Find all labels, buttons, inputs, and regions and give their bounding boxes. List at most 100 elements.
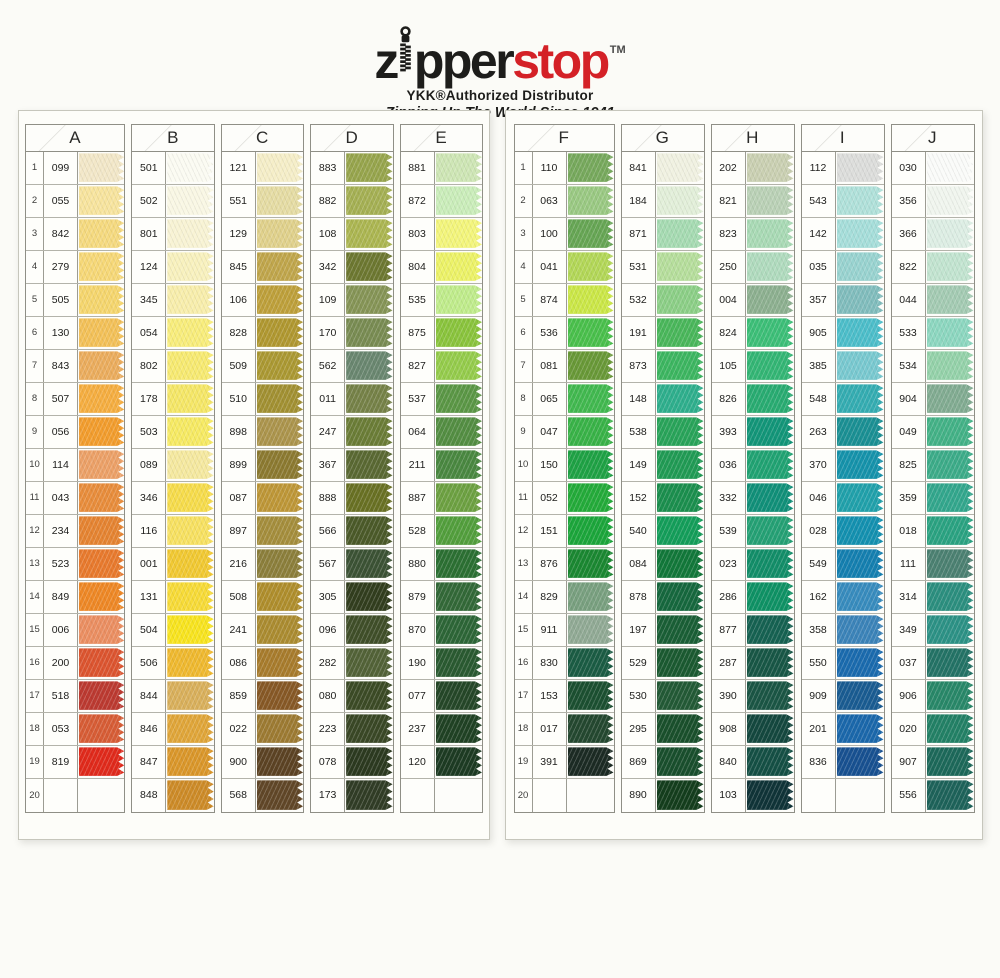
swatch-area: [925, 646, 974, 679]
color-swatch: [747, 747, 794, 776]
color-row-G19: 869: [621, 745, 704, 779]
row-number: 11: [514, 481, 533, 514]
color-row-B13: 001: [132, 547, 214, 581]
color-row-D3: 108: [311, 217, 393, 251]
color-swatch: [167, 318, 213, 347]
color-swatch: [568, 714, 614, 743]
swatch-area: [566, 646, 614, 679]
color-code: 011: [311, 382, 346, 415]
color-row-B12: 116: [132, 514, 214, 548]
color-code: 534: [891, 349, 926, 382]
color-code: 152: [621, 481, 656, 514]
swatch-area: [655, 283, 704, 316]
color-code: 536: [532, 316, 567, 349]
color-swatch: [927, 780, 974, 810]
swatch-area: [434, 382, 482, 415]
color-code: 875: [400, 316, 435, 349]
color-swatch: [257, 318, 303, 347]
swatch-area: [255, 448, 304, 481]
color-code: 836: [801, 745, 836, 778]
swatch-area: [434, 250, 482, 283]
row-number: 17: [514, 679, 533, 712]
color-code: 247: [311, 415, 346, 448]
swatch-area: [566, 250, 614, 283]
color-swatch: [927, 549, 974, 578]
swatch-area: [78, 250, 125, 283]
swatch-area: [835, 250, 884, 283]
color-code: 106: [221, 283, 256, 316]
swatch-area: [166, 250, 214, 283]
color-row-D8: 011: [311, 382, 393, 416]
color-code: 567: [311, 547, 346, 580]
color-code: 346: [132, 481, 167, 514]
color-code: 170: [311, 316, 346, 349]
color-row-D18: 223: [311, 712, 393, 746]
color-swatch: [747, 714, 794, 743]
color-code: 237: [400, 712, 435, 745]
color-code: 124: [132, 250, 167, 283]
swatch-area: [255, 415, 304, 448]
color-code: 121: [221, 151, 256, 184]
color-code: 533: [891, 316, 926, 349]
color-swatch: [837, 219, 884, 248]
color-row-E4: 804: [400, 250, 482, 284]
swatch-area: [566, 184, 614, 217]
color-code: 110: [532, 151, 567, 184]
color-code: 366: [891, 217, 926, 250]
swatch-area: [166, 382, 214, 415]
color-code: 055: [44, 184, 78, 217]
color-code: 898: [221, 415, 256, 448]
swatch-area: [434, 415, 482, 448]
color-swatch: [747, 186, 794, 215]
swatch-area: [255, 217, 304, 250]
swatch-area: [434, 778, 482, 812]
swatch-area: [835, 415, 884, 448]
color-swatch: [257, 252, 303, 281]
color-row-B19: 847: [132, 745, 214, 779]
color-swatch: [257, 186, 303, 215]
color-swatch: [79, 318, 124, 347]
swatch-area: [566, 316, 614, 349]
color-swatch: [346, 351, 392, 380]
color-code: 054: [132, 316, 167, 349]
color-swatch: [436, 549, 482, 578]
swatch-area: [78, 778, 125, 812]
swatch-area: [255, 481, 304, 514]
swatch-area: [345, 316, 393, 349]
color-swatch: [927, 417, 974, 446]
color-code: 566: [311, 514, 346, 547]
color-code: 900: [221, 745, 256, 778]
row-number: 12: [514, 514, 533, 547]
color-row-D10: 367: [311, 448, 393, 482]
color-code: 390: [711, 679, 746, 712]
color-code: 538: [621, 415, 656, 448]
color-swatch: [346, 582, 392, 611]
color-swatch: [167, 186, 213, 215]
color-swatch: [436, 450, 482, 479]
color-row-A1: 1 099: [26, 151, 125, 185]
color-swatch: [257, 582, 303, 611]
color-row-A17: 17 518: [26, 679, 125, 713]
swatch-area: [655, 778, 704, 812]
color-swatch: [747, 549, 794, 578]
swatch-area: [78, 217, 125, 250]
color-code: 888: [311, 481, 346, 514]
column-header-J: J: [891, 125, 974, 152]
color-code: 314: [891, 580, 926, 613]
column-header-G: G: [621, 125, 704, 152]
color-code: 537: [400, 382, 435, 415]
color-swatch: [346, 153, 392, 182]
color-row-I10: 370: [801, 448, 884, 482]
color-swatch: [346, 747, 392, 776]
color-row-B14: 131: [132, 580, 214, 614]
color-code: 359: [891, 481, 926, 514]
color-row-A18: 18 053: [26, 712, 125, 746]
color-code: 508: [221, 580, 256, 613]
color-code: 505: [44, 283, 78, 316]
row-number: 16: [26, 646, 44, 679]
color-code: 178: [132, 382, 167, 415]
color-row-E8: 537: [400, 382, 482, 416]
color-code: 548: [801, 382, 836, 415]
color-code: 053: [44, 712, 78, 745]
color-code: 911: [532, 613, 567, 646]
